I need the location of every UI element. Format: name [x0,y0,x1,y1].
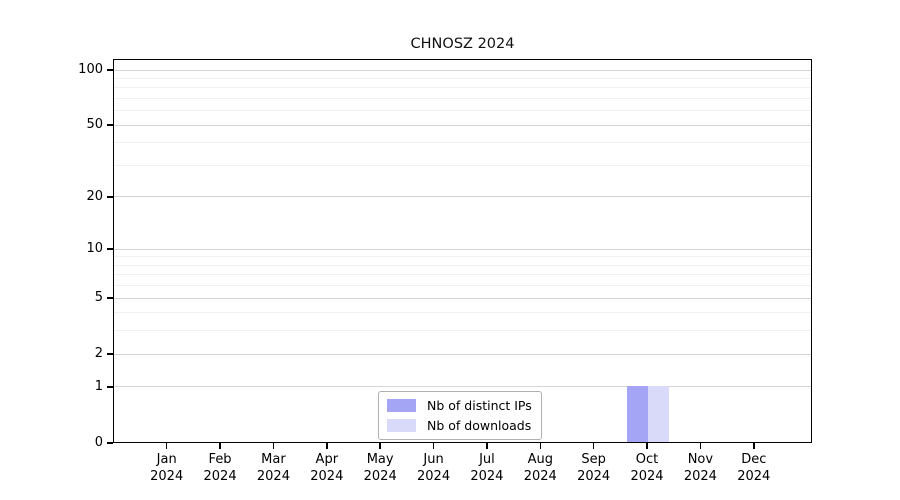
x-axis-tick-label: Mar 2024 [245,452,301,485]
x-axis-tick-label: Jun 2024 [406,452,462,485]
x-axis-tick [646,443,648,449]
minor-gridline [114,77,811,79]
x-axis-tick [699,443,702,449]
year-label: 2024 [310,468,344,484]
legend-swatch [387,419,416,432]
minor-gridline [114,330,811,332]
year-label: 2024 [203,468,237,484]
year-label: 2024 [256,468,290,484]
minor-gridline [114,110,811,112]
major-gridline [114,248,811,250]
major-gridline [114,353,811,355]
x-axis-tick-label: May 2024 [352,452,408,485]
x-axis-tick-label: Feb 2024 [192,452,248,485]
x-axis-tick-label: Jul 2024 [459,452,515,485]
y-axis-tick [107,124,113,126]
y-axis-tick [107,196,113,198]
major-gridline [114,196,811,198]
x-axis-tick-label: Aug 2024 [512,452,568,485]
year-label: 2024 [363,468,397,484]
minor-gridline [114,274,811,276]
x-axis-tick [486,443,488,449]
x-axis-tick [592,443,595,449]
x-axis-tick-label: Nov 2024 [672,452,728,485]
legend: Nb of distinct IPs Nb of downloads [378,391,542,440]
month-label: Apr [315,452,339,467]
month-label: Oct [635,452,659,467]
minor-gridline [114,142,811,144]
chart-title: CHNOSZ 2024 [410,36,515,52]
y-axis-tick [107,386,113,388]
x-axis-tick [539,443,542,449]
plot-area [113,59,812,443]
y-axis-tick [107,248,113,250]
minor-gridline [114,285,811,287]
year-label: 2024 [150,468,184,484]
major-gridline [114,124,811,126]
year-label: 2024 [417,468,451,484]
x-axis-tick-label: Dec 2024 [726,452,782,485]
month-label: Jan [156,452,177,467]
y-axis-tick-label: 2 [94,346,103,362]
major-gridline [114,386,811,388]
month-label: Sep [581,452,606,467]
x-axis-tick [272,443,275,449]
legend-item: Nb of distinct IPs [387,398,532,413]
month-label: Mar [261,452,286,467]
major-gridline [114,69,811,71]
minor-gridline [114,312,811,314]
month-label: Aug [527,452,553,467]
y-axis-tick-label: 10 [86,241,103,257]
y-axis-tick-label: 0 [94,435,103,450]
year-label: 2024 [577,468,611,484]
x-axis-tick [326,443,328,449]
x-axis-tick [165,443,168,449]
bar-nb-of-distinct-ips [627,386,649,443]
y-axis-tick [107,442,113,444]
minor-gridline [114,164,811,166]
legend-swatch [387,399,416,412]
month-label: Nov [687,452,714,467]
month-label: Jul [479,452,495,467]
legend-label: Nb of downloads [427,418,532,433]
year-label: 2024 [737,468,771,484]
year-label: 2024 [470,468,504,484]
x-axis-tick [379,443,381,449]
y-axis-tick-label: 20 [86,188,103,204]
y-axis-tick-label: 5 [94,290,103,306]
minor-gridline [114,97,811,99]
x-axis-tick-label: Apr 2024 [299,452,355,485]
x-axis-tick-label: Oct 2024 [619,452,675,485]
x-axis-tick-label: Sep 2024 [566,452,622,485]
legend-item: Nb of downloads [387,418,532,433]
y-axis-tick [107,69,113,71]
bar-nb-of-downloads [648,386,670,443]
year-label: 2024 [523,468,557,484]
year-label: 2024 [683,468,717,484]
month-label: Jun [423,452,444,467]
legend-label: Nb of distinct IPs [427,398,532,413]
minor-gridline [114,264,811,266]
x-axis-tick [432,443,435,449]
y-axis-tick [107,297,113,299]
minor-gridline [114,256,811,258]
x-axis-tick [753,443,755,449]
year-label: 2024 [630,468,664,484]
minor-gridline [114,87,811,89]
y-axis-tick-label: 50 [86,117,103,133]
x-axis-tick-label: Jan 2024 [139,452,195,485]
major-gridline [114,297,811,299]
y-axis-tick-label: 1 [94,378,103,394]
y-axis-tick [107,353,113,355]
y-axis-tick-label: 100 [78,62,103,77]
x-axis-tick [219,443,221,449]
month-label: Feb [208,452,232,467]
month-label: Dec [741,452,767,467]
month-label: May [366,452,394,467]
